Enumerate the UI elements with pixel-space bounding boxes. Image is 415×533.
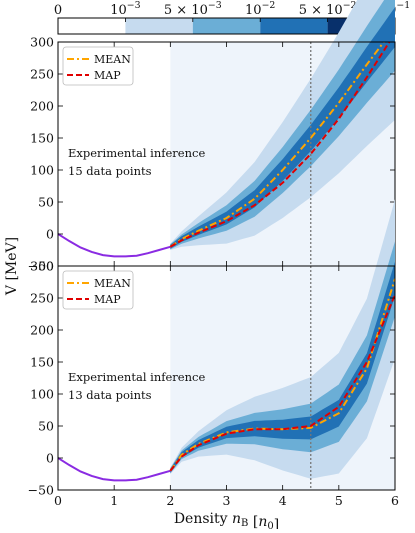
legend-label: MEAN: [94, 277, 131, 290]
colorbar-tick-label: 5 × 10−3: [164, 0, 222, 18]
colorbar-segment: [260, 18, 328, 34]
legend: MEAN MAP: [62, 270, 134, 310]
x-tick-label: 5: [335, 493, 343, 508]
annotation-text: 13 data points: [68, 388, 152, 402]
y-tick-label: −50: [28, 259, 54, 274]
legend-label: MAP: [94, 69, 121, 82]
x-tick-label: 3: [223, 493, 231, 508]
legend: MEAN MAP: [62, 46, 134, 86]
annotation-text: Experimental inference: [68, 146, 205, 160]
legend-label: MEAN: [94, 53, 131, 66]
y-axis-label: V [MeV]: [4, 237, 20, 296]
low-density-curve: [58, 233, 171, 258]
colorbar-tick-label: 0: [54, 3, 62, 18]
density-band-inner: [170, 261, 395, 473]
x-tick-label: 1: [110, 493, 118, 508]
low-density-curve: [58, 457, 171, 482]
density-band-outer: [170, 0, 395, 250]
y-tick-label: 300: [30, 35, 54, 50]
series-line-mean: [169, 278, 395, 472]
density-band-mid: [170, 0, 395, 250]
colorbar-tick-label: 10−2: [245, 0, 275, 18]
y-tick-label: 200: [30, 323, 54, 338]
colorbar-tick-label: 5 × 10−2: [299, 0, 357, 18]
y-tick-label: 250: [30, 291, 54, 306]
panel-2: −50 0 50 100 150 200 250 300 MEAN MAP Experimental…: [28, 199, 396, 498]
colorbar-tick-label: 10−3: [110, 0, 140, 18]
y-tick-label: 150: [30, 355, 54, 370]
annotation-text: 15 data points: [68, 164, 152, 178]
y-tick-label: 0: [46, 451, 54, 466]
x-tick-label: 6: [391, 493, 399, 508]
y-tick-label: 300: [30, 259, 54, 274]
x-tick-label: 2: [166, 493, 174, 508]
y-tick-label: 50: [38, 195, 54, 210]
annotation-text: Experimental inference: [68, 370, 205, 384]
colorbar-segment: [125, 18, 193, 34]
colorbar-segment: [192, 18, 261, 34]
y-tick-label: −50: [28, 483, 54, 498]
colorbar-segment: [58, 18, 126, 34]
x-tick-label: 4: [279, 493, 287, 508]
y-tick-label: 150: [30, 131, 54, 146]
panel-1: 050100150200250300−50MEANMAPExperimental…: [28, 0, 396, 274]
series-line-map: [169, 294, 395, 472]
y-tick-label: 0: [46, 227, 54, 242]
x-axis-label: Density nB [n0]: [174, 511, 279, 529]
series-line-map: [169, 42, 391, 248]
y-tick-label: 100: [30, 163, 54, 178]
y-tick-label: 200: [30, 99, 54, 114]
legend-label: MAP: [94, 293, 121, 306]
x-tick-label: 0: [54, 493, 62, 508]
y-tick-label: 50: [38, 419, 54, 434]
y-tick-label: 100: [30, 387, 54, 402]
y-tick-label: 250: [30, 67, 54, 82]
